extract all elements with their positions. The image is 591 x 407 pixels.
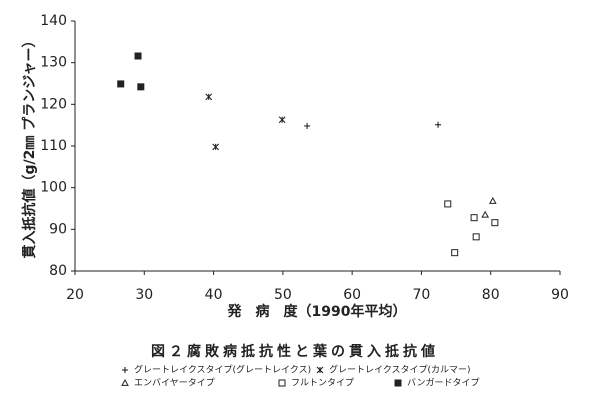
marker-filled-square (137, 83, 145, 91)
legend-label: エンバイヤータイプ (134, 378, 215, 389)
marker-filled-square (117, 80, 125, 88)
marker-shape (451, 249, 459, 257)
marker-plus (304, 123, 311, 129)
marker-square (491, 219, 499, 227)
marker-asterisk (278, 116, 286, 124)
y-tick-label: 80 (49, 263, 67, 279)
marker-shape (117, 80, 125, 88)
y-tick-label: 130 (40, 55, 67, 71)
chart-title: 図２腐敗病抵抗性と葉の貫入抵抗値 (151, 343, 439, 360)
x-tick-label: 40 (205, 287, 223, 303)
marker-shape (470, 214, 478, 222)
marker-shape (491, 219, 499, 227)
x-tick-label: 60 (343, 287, 361, 303)
legend-label: フルトンタイプ (291, 378, 354, 389)
marker-square (278, 379, 286, 387)
marker-shape (134, 52, 142, 60)
x-tick-label: 80 (482, 287, 500, 303)
y-tick-label: 100 (40, 180, 67, 196)
x-tick-label: 50 (274, 287, 292, 303)
marker-triangle (121, 378, 129, 386)
marker-asterisk (212, 143, 220, 151)
marker-shape (278, 379, 286, 387)
legend-label: グレートレイクスタイプ(カルマー) (329, 364, 471, 376)
marker-shape (137, 83, 145, 91)
legend-label: グレートレイクスタイプ(グレートレイクス) (134, 364, 311, 376)
marker-shape (488, 196, 497, 204)
marker-shape (121, 378, 129, 386)
y-tick-label: 140 (40, 13, 67, 29)
x-tick-label: 30 (135, 287, 153, 303)
y-tick-label: 120 (40, 96, 67, 112)
y-tick-label: 90 (49, 221, 67, 237)
marker-shape (481, 210, 490, 218)
marker-plus (435, 121, 442, 128)
marker-filled-square (134, 52, 142, 60)
marker-asterisk (316, 366, 324, 374)
marker-plus (122, 367, 128, 373)
legend-label: バンガードタイプ (407, 378, 479, 389)
marker-asterisk (205, 93, 213, 101)
marker-square (451, 249, 459, 257)
marker-triangle (481, 210, 490, 218)
marker-square (472, 233, 480, 241)
marker-shape (444, 200, 452, 208)
y-axis-label: 貫入抵抗値（g/2㎜ プランジャー） (21, 33, 38, 258)
x-tick-label: 20 (66, 287, 84, 303)
y-tick-label: 110 (40, 138, 67, 154)
x-axis-label: 発 病 度（1990年平均） (227, 303, 407, 320)
marker-triangle (488, 196, 497, 204)
marker-square (444, 200, 452, 208)
marker-filled-square (394, 379, 402, 387)
marker-square (470, 214, 478, 222)
x-tick-label: 90 (551, 287, 569, 303)
marker-shape (472, 233, 480, 241)
marker-shape (394, 379, 402, 387)
x-tick-label: 70 (413, 287, 431, 303)
